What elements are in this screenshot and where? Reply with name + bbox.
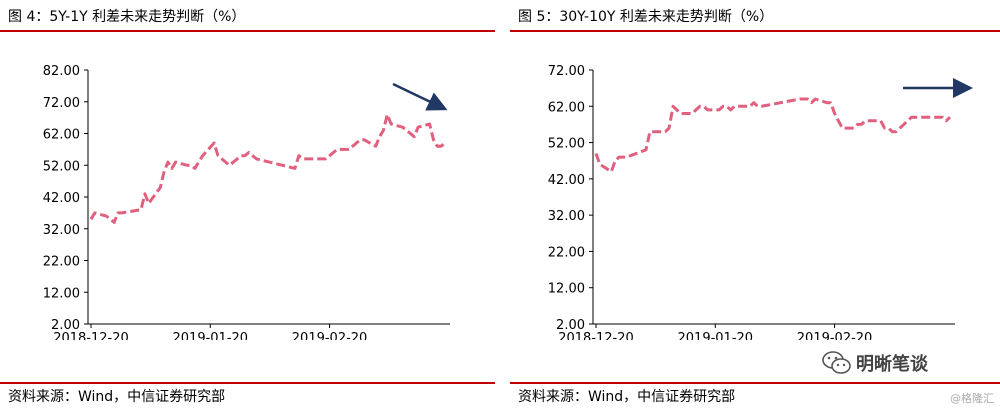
source-divider xyxy=(0,382,495,384)
y-tick-label: 12.00 xyxy=(548,282,585,297)
y-tick-label: 22.00 xyxy=(43,255,80,270)
wechat-icon xyxy=(822,351,851,374)
x-tick-label: 2018-12-20 xyxy=(558,331,634,340)
watermark-credit: @格隆汇 xyxy=(950,392,994,405)
y-tick-label: 52.00 xyxy=(43,159,80,174)
y-tick-label: 52.00 xyxy=(548,137,585,152)
title-divider xyxy=(0,30,495,32)
chart-5y1y-spread: 82.00 72.00 62.00 52.00 42.00 32.00 22.00 12.00… xyxy=(43,64,450,340)
series-line xyxy=(89,113,446,224)
x-tick-label: 2018-12-20 xyxy=(53,331,129,340)
chart-title: 图 5：30Y-10Y 利差未来走势判断（%） xyxy=(518,9,774,25)
chart-panel-5y1y: 图 4：5Y-1Y 利差未来走势判断（%） 82.00 72.00 62.00 52.… xyxy=(0,0,495,409)
y-tick-label: 62.00 xyxy=(43,128,80,143)
trend-arrow-icon xyxy=(392,82,448,111)
y-tick-label: 22.00 xyxy=(548,245,585,260)
y-tick-label: 2.00 xyxy=(51,318,80,333)
source-note: 资料来源：Wind，中信证券研究部 xyxy=(8,389,226,405)
source-divider xyxy=(510,382,1000,384)
y-tick-label: 32.00 xyxy=(43,223,80,238)
y-tick-label: 82.00 xyxy=(43,64,80,79)
y-tick-label: 72.00 xyxy=(548,64,585,79)
y-tick-label: 2.00 xyxy=(556,318,585,333)
y-tick-label: 62.00 xyxy=(548,100,585,115)
chart-30y10y-spread: 72.0062.0052.0042.0032.0022.0012.002.002… xyxy=(548,64,973,340)
y-tick-label: 32.00 xyxy=(548,209,585,224)
y-tick-label: 72.00 xyxy=(43,96,80,111)
title-divider xyxy=(510,30,1000,32)
x-tick-label: 2019-02-20 xyxy=(797,331,873,340)
source-note: 资料来源：Wind，中信证券研究部 xyxy=(518,389,736,405)
series-line xyxy=(594,97,952,174)
chart-title: 图 4：5Y-1Y 利差未来走势判断（%） xyxy=(8,9,246,25)
watermark-brand: 明晰笔谈 xyxy=(856,354,928,375)
y-tick-label: 12.00 xyxy=(43,286,80,301)
y-tick-label: 42.00 xyxy=(43,191,80,206)
x-tick-label: 2019-01-20 xyxy=(678,331,754,340)
chart-panel-30y10y: 图 5：30Y-10Y 利差未来走势判断（%） 72.00 62.00 52.00 4… xyxy=(510,0,1000,409)
x-tick-label: 2019-01-20 xyxy=(173,331,249,340)
y-tick-label: 42.00 xyxy=(548,173,585,188)
x-tick-label: 2019-02-20 xyxy=(292,331,368,340)
